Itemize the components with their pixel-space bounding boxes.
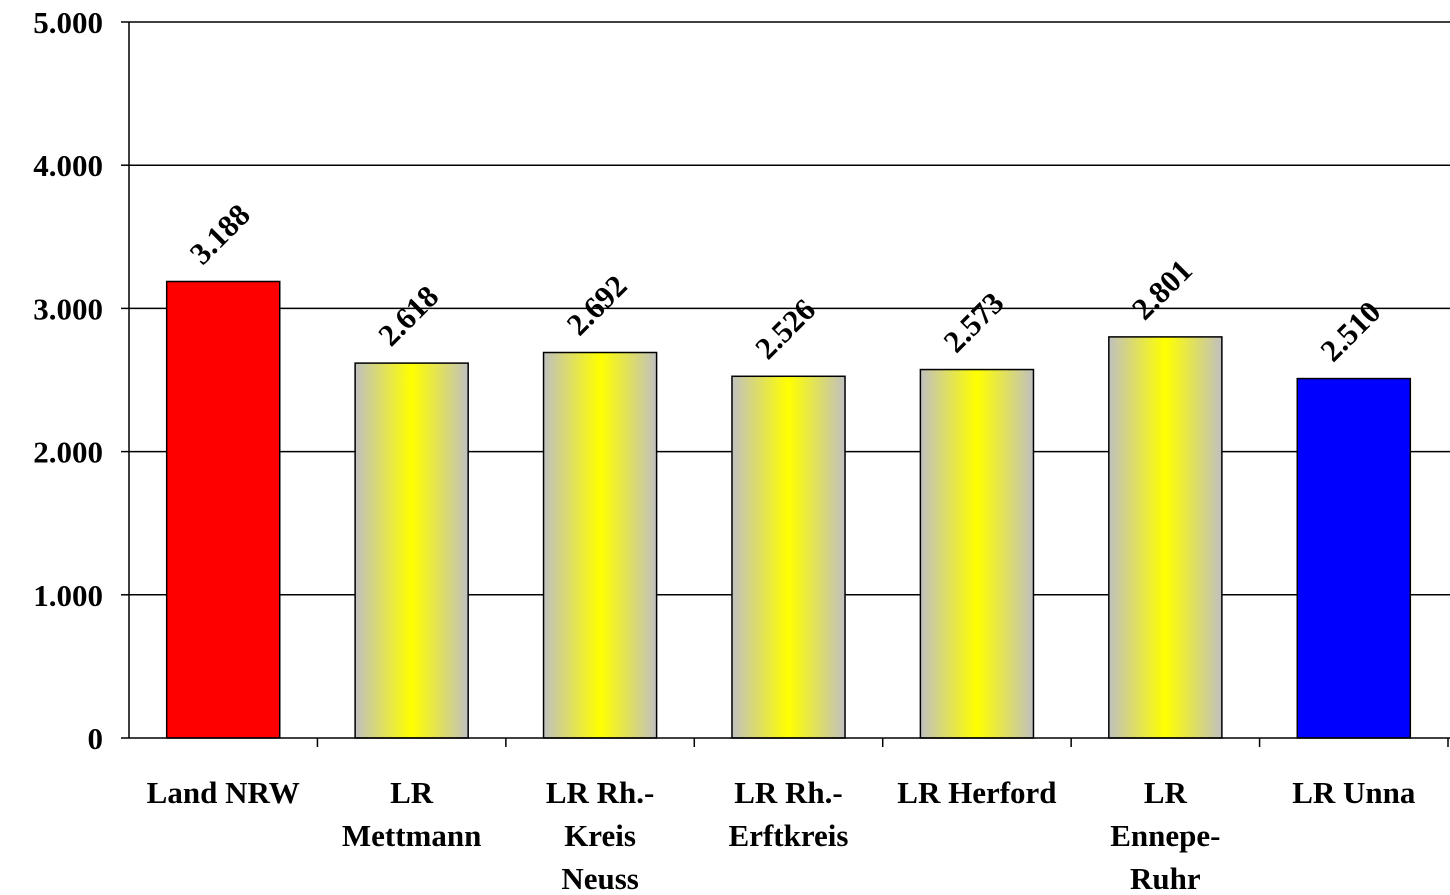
data-label: 2.510 [1313,294,1387,368]
data-label: 2.573 [936,285,1010,359]
data-label: 2.618 [371,279,445,353]
y-tick-label: 0 [88,721,104,756]
x-category-label-line: Land NRW [147,775,300,810]
x-category-label-line: LR Rh.- [546,775,655,810]
x-category-label-line: Erftkreis [729,818,849,853]
x-category-label: LR Herford [897,775,1056,810]
x-category-label-line: LR Unna [1292,775,1416,810]
x-category-label-line: Mettmann [342,818,481,853]
y-tick-label: 5.000 [33,5,103,40]
x-category-label-line: Ennepe- [1110,818,1220,853]
x-category-label: LR Rh.- Erftkreis [729,775,849,853]
x-category-label: Land NRW [147,775,300,810]
bar [542,351,658,739]
bar [354,362,469,739]
bar [1108,336,1223,739]
bar [1296,377,1412,739]
y-tick-label: 4.000 [33,148,103,183]
data-label: 2.692 [560,268,634,342]
bar [165,280,281,739]
y-tick-label: 3.000 [33,291,103,326]
data-label: 3.188 [183,197,257,271]
x-category-label-line: LR [1144,775,1188,810]
y-tick-label: 2.000 [33,435,103,470]
x-category-label-line: Ruhr [1130,861,1201,895]
x-category-label: LR Unna [1292,775,1416,810]
bar [919,368,1035,739]
x-category-label: LR Rh.- Kreis Neuss [546,775,655,895]
data-label: 2.526 [748,292,822,366]
x-category-label-line: LR Herford [897,775,1056,810]
y-tick-label: 1.000 [33,578,103,613]
x-category-label-line: Neuss [561,861,639,895]
x-category-label-line: LR Rh.- [734,775,843,810]
data-label: 2.801 [1125,252,1199,326]
x-category-label: LR Mettmann [342,775,481,853]
x-category-label-line: LR [390,775,434,810]
x-category-label: LR Ennepe- Ruhr [1110,775,1220,895]
x-category-label-line: Kreis [564,818,636,853]
bar [731,375,846,739]
